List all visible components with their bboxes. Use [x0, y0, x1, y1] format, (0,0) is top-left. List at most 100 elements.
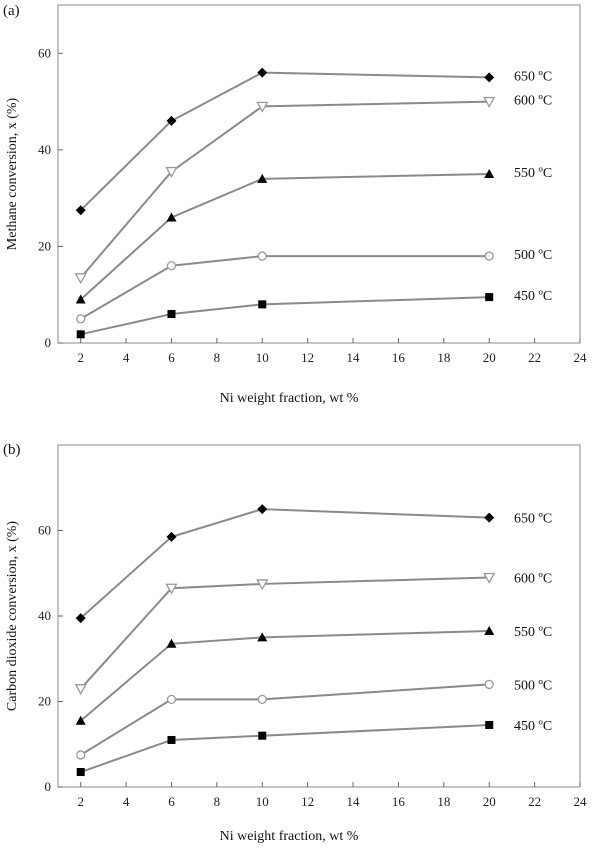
series-line: [79, 100, 490, 279]
y-tick-label: 40: [38, 608, 51, 623]
x-tick-label: 8: [214, 350, 221, 365]
data-point: [166, 261, 177, 271]
y-tick-label: 0: [45, 779, 52, 794]
series-650: 650 ºC: [75, 67, 552, 216]
data-point: [257, 67, 268, 78]
data-point: [257, 251, 267, 261]
data-point: [166, 531, 177, 542]
data-point: [74, 273, 87, 285]
series-line: [80, 629, 490, 722]
x-tick-label: 20: [483, 350, 496, 365]
x-tick-label: 6: [168, 350, 175, 365]
data-point: [484, 679, 494, 690]
series-600: 600 ºC: [74, 572, 552, 696]
data-point: [76, 314, 86, 324]
x-tick-label: 18: [437, 794, 450, 809]
x-tick-label: 14: [347, 794, 361, 809]
data-point: [165, 166, 178, 178]
x-tick-label: 4: [123, 794, 130, 809]
x-tick-label: 2: [77, 794, 84, 809]
series-line: [80, 173, 490, 301]
x-tick-label: 2: [77, 350, 84, 365]
data-point: [74, 684, 87, 696]
series-line: [80, 683, 490, 756]
y-tick-label: 60: [38, 523, 51, 538]
x-tick-label: 10: [256, 794, 269, 809]
series-450: 450 ºC: [76, 719, 552, 777]
x-tick-label: 8: [214, 794, 221, 809]
series-650: 650 ºC: [75, 504, 552, 624]
x-tick-label: 10: [256, 350, 269, 365]
data-point: [257, 504, 268, 515]
data-point: [485, 293, 494, 302]
y-axis-title: Carbon dioxide conversion, x (%): [5, 521, 20, 711]
x-tick-label: 22: [528, 794, 541, 809]
x-tick-label: 24: [574, 794, 588, 809]
series-label: 450 ºC: [514, 719, 552, 734]
data-point: [483, 96, 496, 108]
data-point: [76, 750, 86, 760]
series-550: 550 ºC: [75, 625, 552, 725]
data-point: [483, 572, 496, 584]
series-line: [79, 576, 490, 690]
series-label: 450 ºC: [514, 289, 552, 304]
y-tick-label: 40: [38, 142, 51, 157]
x-tick-label: 4: [123, 350, 130, 365]
data-point: [75, 205, 86, 216]
data-point: [76, 330, 85, 339]
series-label: 500 ºC: [514, 678, 552, 693]
data-point: [166, 638, 177, 648]
data-point: [165, 583, 178, 595]
series-label: 550 ºC: [514, 625, 552, 640]
series-500: 500 ºC: [76, 678, 552, 760]
series-label: 650 ºC: [514, 512, 552, 527]
series-line: [80, 296, 490, 336]
series-label: 600 ºC: [514, 94, 552, 109]
x-axis-title: Ni weight fraction, wt %: [220, 391, 359, 406]
x-tick-label: 12: [301, 794, 314, 809]
series-label: 650 ºC: [514, 69, 552, 84]
series-label: 600 ºC: [514, 572, 552, 587]
data-point: [166, 115, 177, 126]
data-point: [75, 294, 86, 304]
x-tick-label: 16: [392, 794, 406, 809]
series-line: [80, 724, 490, 773]
data-point: [484, 251, 494, 261]
x-axis-title: Ni weight fraction, wt %: [220, 829, 359, 844]
series-line: [80, 255, 490, 320]
data-point: [166, 212, 177, 222]
data-point: [256, 579, 269, 591]
y-axis-title: Methane conversion, x (%): [5, 97, 20, 250]
x-tick-label: 22: [528, 350, 541, 365]
y-tick-label: 60: [38, 45, 51, 60]
x-tick-label: 18: [437, 350, 450, 365]
data-point: [256, 101, 269, 113]
data-point: [167, 310, 176, 319]
data-point: [257, 694, 267, 705]
x-tick-label: 16: [392, 350, 406, 365]
panel-label-b: (b): [3, 442, 21, 458]
panel-label-a: (a): [3, 3, 20, 19]
plot-frame: [57, 4, 581, 344]
series-line: [80, 508, 490, 619]
data-point: [166, 694, 177, 705]
data-point: [485, 721, 494, 730]
x-tick-label: 6: [168, 794, 175, 809]
y-tick-label: 20: [38, 694, 51, 709]
x-tick-label: 12: [301, 350, 314, 365]
plot-frame: [57, 444, 581, 788]
series-550: 550 ºC: [75, 166, 552, 304]
data-point: [75, 715, 86, 725]
data-point: [258, 300, 267, 309]
data-point: [257, 632, 268, 642]
y-tick-label: 0: [45, 335, 52, 350]
data-point: [167, 735, 176, 744]
data-point: [484, 625, 495, 635]
series-label: 500 ºC: [514, 248, 552, 263]
x-tick-label: 20: [483, 794, 496, 809]
x-tick-label: 24: [574, 350, 588, 365]
data-point: [76, 768, 85, 777]
